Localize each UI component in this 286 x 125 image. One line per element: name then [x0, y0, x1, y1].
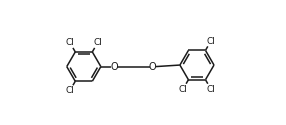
Text: Cl: Cl — [65, 38, 74, 47]
Text: Cl: Cl — [65, 86, 74, 95]
Text: Cl: Cl — [178, 84, 187, 94]
Text: Cl: Cl — [206, 84, 215, 94]
Text: O: O — [149, 62, 157, 72]
Text: Cl: Cl — [93, 38, 102, 47]
Text: O: O — [110, 62, 118, 72]
Text: Cl: Cl — [206, 36, 215, 46]
